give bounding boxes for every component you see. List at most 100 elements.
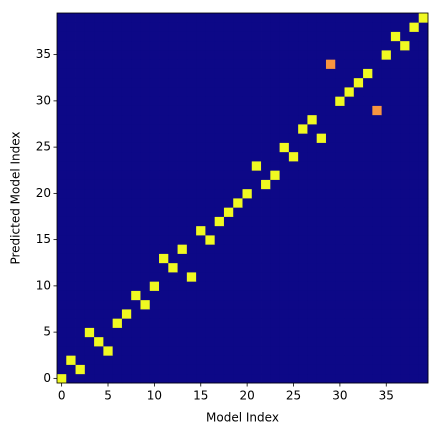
- heatmap-cell: [261, 225, 271, 236]
- heatmap-cell: [140, 31, 151, 42]
- heatmap-cell: [418, 290, 429, 301]
- heatmap-cell: [261, 188, 271, 199]
- heatmap-cell: [94, 327, 104, 338]
- heatmap-cell: [418, 253, 429, 264]
- heatmap-cell: [84, 188, 95, 199]
- heatmap-cell: [186, 40, 197, 51]
- heatmap-cell: [363, 253, 373, 264]
- heatmap-cell: [251, 364, 262, 375]
- heatmap-cell: [149, 151, 160, 162]
- heatmap-cell: [298, 133, 308, 143]
- heatmap-cell: [261, 124, 271, 134]
- heatmap-cell: [307, 355, 318, 365]
- heatmap-cell: [140, 105, 151, 116]
- heatmap-cell: [381, 272, 392, 282]
- heatmap-cell: [149, 59, 160, 69]
- heatmap-cell: [131, 133, 141, 143]
- heatmap-cell: [223, 272, 234, 282]
- heatmap-cell: [353, 253, 364, 264]
- heatmap-cell: [270, 318, 280, 328]
- heatmap-cell: [400, 13, 410, 23]
- heatmap-cell: [131, 59, 141, 69]
- heatmap-cell: [121, 22, 132, 32]
- heatmap-cell: [372, 96, 383, 106]
- heatmap-cell: [131, 207, 141, 217]
- heatmap-cell: [251, 59, 262, 69]
- heatmap-cell: [325, 253, 336, 264]
- heatmap-cell: [103, 281, 114, 291]
- heatmap-cell: [121, 272, 132, 282]
- heatmap-cell: [307, 142, 318, 153]
- heatmap-cell: [242, 87, 253, 97]
- heatmap-cell: [121, 114, 132, 125]
- heatmap-cell: [400, 299, 410, 310]
- heatmap-cell: [112, 13, 123, 23]
- heatmap-cell: [177, 170, 188, 180]
- heatmap-cell: [409, 151, 420, 162]
- heatmap-cell: [103, 188, 114, 199]
- heatmap-cell: [307, 105, 318, 116]
- heatmap-cell: [270, 170, 280, 180]
- heatmap-cell: [381, 77, 392, 88]
- heatmap-cell: [261, 216, 271, 227]
- heatmap-cell: [159, 290, 169, 301]
- heatmap-cell: [325, 309, 336, 319]
- heatmap-cell: [400, 290, 410, 301]
- heatmap-cell: [75, 364, 86, 375]
- heatmap-cell: [418, 124, 429, 134]
- heatmap-cell: [121, 207, 132, 217]
- heatmap-cell: [66, 179, 76, 190]
- heatmap-cell: [400, 327, 410, 338]
- heatmap-cell: [344, 225, 355, 236]
- heatmap-cell: [112, 59, 123, 69]
- heatmap-cell: [372, 31, 383, 42]
- heatmap-cell: [390, 309, 401, 319]
- heatmap-cell: [121, 133, 132, 143]
- heatmap-cell: [205, 272, 216, 282]
- heatmap-cell: [353, 179, 364, 190]
- heatmap-cell: [307, 59, 318, 69]
- heatmap-cell: [233, 355, 243, 365]
- heatmap-cell: [353, 22, 364, 32]
- heatmap-cell: [149, 253, 160, 264]
- heatmap-cell: [94, 235, 104, 245]
- heatmap-cell: [196, 309, 206, 319]
- heatmap-cell: [335, 216, 345, 227]
- heatmap-cell: [168, 31, 178, 42]
- heatmap-cell: [84, 281, 95, 291]
- heatmap-cell: [214, 336, 225, 347]
- heatmap-cell: [84, 50, 95, 60]
- heatmap-cell: [400, 22, 410, 32]
- heatmap-cell: [381, 188, 392, 199]
- heatmap-cell: [186, 373, 197, 384]
- heatmap-cell: [149, 87, 160, 97]
- heatmap-cell: [75, 346, 86, 356]
- heatmap-cell: [316, 13, 327, 23]
- heatmap-cell: [279, 290, 290, 301]
- heatmap-cell: [353, 373, 364, 384]
- heatmap-cell: [288, 170, 299, 180]
- heatmap-cell: [84, 31, 95, 42]
- heatmap-cell: [149, 68, 160, 79]
- heatmap-cell: [57, 355, 67, 365]
- heatmap-cell: [242, 77, 253, 88]
- heatmap-cell: [223, 59, 234, 69]
- heatmap-cell: [363, 13, 373, 23]
- heatmap-cell: [168, 77, 178, 88]
- heatmap-cell: [381, 40, 392, 51]
- heatmap-cell: [298, 77, 308, 88]
- heatmap-cell: [418, 244, 429, 254]
- heatmap-cell: [214, 225, 225, 236]
- heatmap-cell: [84, 151, 95, 162]
- heatmap-cell: [409, 105, 420, 116]
- heatmap-cell: [372, 253, 383, 264]
- heatmap-cell: [177, 253, 188, 264]
- heatmap-cell: [168, 216, 178, 227]
- heatmap-cell: [112, 198, 123, 208]
- heatmap-cell: [381, 225, 392, 236]
- heatmap-cell: [390, 96, 401, 106]
- heatmap-cell: [372, 216, 383, 227]
- heatmap-cell: [325, 50, 336, 60]
- heatmap-cell: [186, 188, 197, 199]
- heatmap-cell: [279, 309, 290, 319]
